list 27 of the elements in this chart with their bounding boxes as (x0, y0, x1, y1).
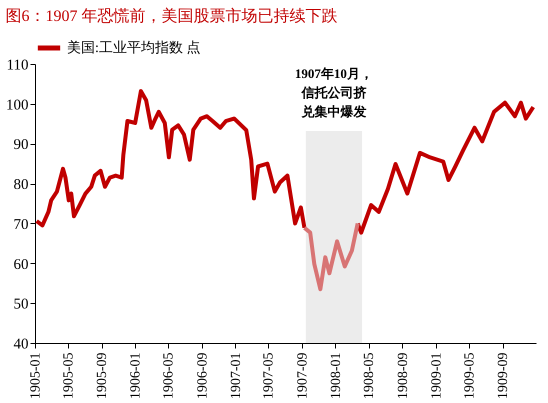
y-tick-label: 90 (14, 137, 28, 154)
x-tick-label: 1905-01 (28, 352, 44, 400)
y-tick-label: 110 (6, 58, 28, 74)
x-tick-label: 1909-01 (429, 352, 444, 400)
line-series (302, 221, 360, 292)
chart-title: 图6：1907 年恐慌前，美国股票市场已持续下跌 (6, 7, 338, 25)
x-tick-label: 1906-01 (128, 352, 144, 400)
band-label: 1907年10月，信托公司挤兑集中爆发 (294, 66, 373, 119)
y-tick-label: 60 (14, 256, 28, 273)
x-tick-label: 1906-09 (195, 352, 210, 400)
x-tick-label: 1907-01 (228, 352, 244, 400)
x-tick-label: 1908-09 (396, 352, 411, 400)
x-tick-label: 1907-05 (262, 352, 277, 400)
x-tick-label: 1908-05 (362, 352, 378, 400)
legend-label: 美国:工业平均指数 点 (67, 40, 200, 56)
x-tick-label: 1906-05 (162, 352, 177, 400)
x-tick-label: 1909-05 (462, 352, 478, 400)
y-tick-label: 80 (14, 177, 28, 194)
x-tick-label: 1908-01 (328, 352, 344, 400)
x-tick-label: 1905-05 (61, 352, 76, 400)
x-tick-label: 1909-09 (496, 352, 512, 400)
x-tick-label: 1905-09 (95, 352, 110, 400)
y-tick-label: 100 (6, 97, 28, 114)
y-tick-label: 40 (14, 336, 28, 352)
y-tick-label: 50 (14, 296, 28, 313)
x-tick-label: 1907-09 (295, 352, 310, 400)
y-tick-label: 70 (14, 216, 28, 233)
